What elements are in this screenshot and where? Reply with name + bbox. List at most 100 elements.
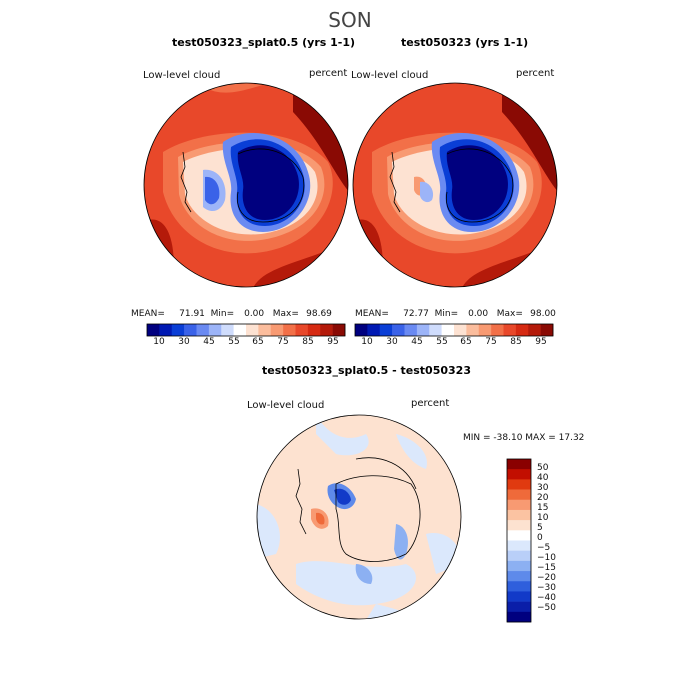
- panel1-variable-label: Low-level cloud: [143, 70, 221, 81]
- panel1-title: test050323_splat0.5 (yrs 1-1): [172, 36, 356, 49]
- cbd-label: 40: [537, 473, 549, 483]
- cb1-tick: 30: [178, 337, 190, 347]
- panel2-title: test050323 (yrs 1-1): [401, 36, 529, 49]
- cb1-tick: 75: [277, 337, 289, 347]
- panel2-units-label: percent: [516, 68, 555, 79]
- colorbar-swatch: [171, 324, 185, 336]
- cbd-label: 15: [537, 503, 549, 513]
- cbd-label: 10: [537, 513, 549, 523]
- cb1-tick: 95: [327, 337, 339, 347]
- colorbar-swatch: [507, 581, 531, 592]
- cbd-label: 5: [537, 523, 543, 533]
- diff-variable-label: Low-level cloud: [247, 400, 325, 411]
- cbd-label: 20: [537, 493, 549, 503]
- colorbar-swatch: [246, 324, 259, 336]
- colorbar-swatch: [540, 324, 554, 336]
- colorbar-swatch: [379, 324, 393, 336]
- colorbar-swatch: [528, 324, 541, 336]
- colorbar-swatch: [208, 324, 222, 336]
- diff-panel-title: test050323_splat0.5 - test050323: [262, 364, 471, 377]
- cb2-tick: 10: [361, 337, 373, 347]
- colorbar-swatch: [441, 324, 455, 336]
- cb1-tick: 45: [203, 337, 215, 347]
- colorbar-swatch: [507, 459, 531, 470]
- colorbar-swatch: [332, 324, 346, 336]
- panel2-stats: MEAN= 72.77 Min= 0.00 Max= 98.00: [355, 309, 556, 319]
- colorbar-swatch: [507, 520, 531, 531]
- cbd-label: −40: [537, 593, 556, 603]
- cbd-label: 50: [537, 463, 549, 473]
- diff-polar-map: [256, 414, 462, 620]
- colorbar-top-left-swatches: [146, 323, 346, 337]
- colorbar-swatch: [367, 324, 381, 336]
- cb2-tick: 65: [460, 337, 472, 347]
- colorbar-swatch: [221, 324, 234, 336]
- colorbar-swatch: [233, 324, 247, 336]
- colorbar-top-right-ticks: 10 30 45 55 65 75 85 95: [355, 337, 553, 349]
- colorbar-border: [146, 323, 346, 337]
- colorbar-swatch: [507, 499, 531, 511]
- cb2-tick: 45: [411, 337, 423, 347]
- cbd-label: −10: [537, 553, 556, 563]
- diff-stats: MIN = -38.10 MAX = 17.32: [463, 433, 585, 443]
- colorbar-swatch: [507, 469, 531, 480]
- colorbar-top-right-swatches: [354, 323, 554, 337]
- colorbar-swatch: [355, 324, 368, 336]
- cbd-label: −15: [537, 563, 556, 573]
- colorbar-top-left: [146, 321, 346, 340]
- colorbar-border: [354, 323, 554, 337]
- colorbar-swatch: [507, 591, 531, 602]
- panel2-polar-map: [352, 82, 558, 288]
- colorbar-swatch: [429, 324, 442, 336]
- colorbar-swatch: [466, 324, 480, 336]
- colorbar-swatch: [507, 540, 531, 551]
- colorbar-swatch: [507, 571, 531, 582]
- cbd-label: −5: [537, 543, 551, 553]
- colorbar-diff-swatches: [506, 458, 532, 623]
- panel1-polar-map: [143, 82, 349, 288]
- colorbar-swatch: [159, 324, 173, 336]
- cb2-tick: 55: [436, 337, 448, 347]
- colorbar-swatch: [454, 324, 467, 336]
- cbd-label: −50: [537, 603, 556, 613]
- colorbar-border: [506, 458, 532, 623]
- colorbar-swatch: [258, 324, 272, 336]
- colorbar-swatch: [507, 509, 531, 521]
- colorbar-swatch: [507, 530, 531, 541]
- cb2-tick: 95: [535, 337, 547, 347]
- panel1-stats: MEAN= 71.91 Min= 0.00 Max= 98.69: [131, 309, 332, 319]
- panel1-units-label: percent: [309, 68, 348, 79]
- colorbar-swatch: [283, 324, 296, 336]
- colorbar-swatch: [507, 611, 531, 623]
- colorbar-diff-labels: 50 40 30 20 15 10 5 0 −5 −10 −15 −20 −30…: [537, 459, 567, 622]
- colorbar-swatch: [416, 324, 430, 336]
- cbd-label: −20: [537, 573, 556, 583]
- diff-units-label: percent: [411, 398, 450, 409]
- colorbar-swatch: [307, 324, 321, 336]
- colorbar-swatch: [491, 324, 504, 336]
- colorbar-swatch: [270, 324, 284, 336]
- colorbar-swatch: [507, 479, 531, 490]
- colorbar-swatch: [507, 550, 531, 562]
- colorbar-top-right: [354, 321, 554, 340]
- cb1-tick: 55: [228, 337, 240, 347]
- cbd-label: 30: [537, 483, 549, 493]
- colorbar-swatch: [515, 324, 529, 336]
- colorbar-top-left-ticks: 10 30 45 55 65 75 85 95: [147, 337, 345, 349]
- colorbar-swatch: [478, 324, 492, 336]
- colorbar-swatch: [184, 324, 197, 336]
- colorbar-swatch: [507, 489, 531, 501]
- cb2-tick: 85: [510, 337, 522, 347]
- cb1-tick: 65: [252, 337, 264, 347]
- colorbar-swatch: [196, 324, 210, 336]
- colorbar-swatch: [507, 601, 531, 613]
- cb2-tick: 75: [485, 337, 497, 347]
- colorbar-swatch: [392, 324, 405, 336]
- cbd-label: −30: [537, 583, 556, 593]
- cb1-tick: 85: [302, 337, 314, 347]
- cbd-label: 0: [537, 533, 543, 543]
- cb1-tick: 10: [153, 337, 165, 347]
- season-title: SON: [328, 8, 372, 32]
- colorbar-swatch: [404, 324, 418, 336]
- colorbar-swatch: [507, 560, 531, 572]
